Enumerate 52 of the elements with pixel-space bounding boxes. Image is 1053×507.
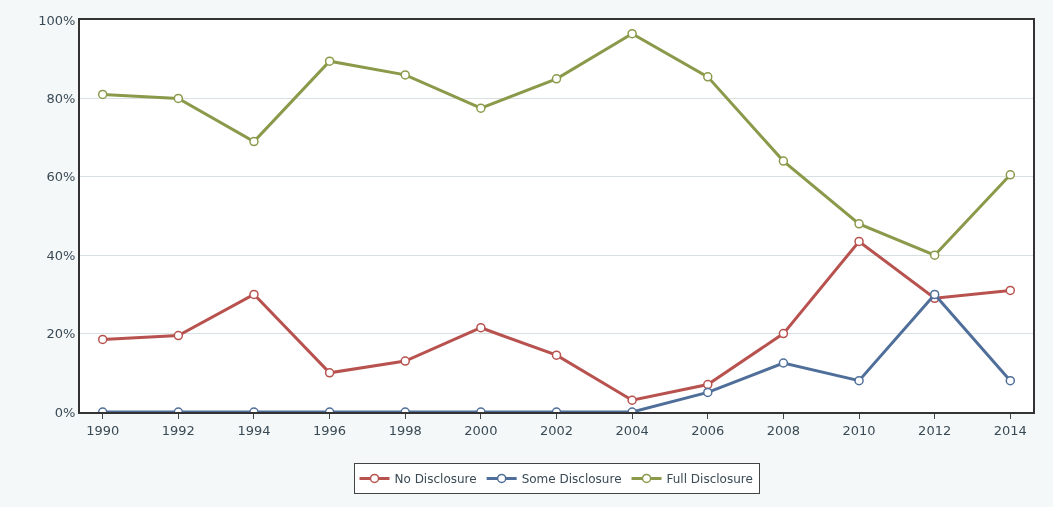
point [400, 70, 410, 80]
y-tick-label: 40% [46, 247, 76, 263]
point [97, 89, 108, 100]
point [854, 219, 864, 229]
point [1005, 375, 1016, 386]
point [173, 330, 184, 341]
y-tick-label: 20% [46, 326, 76, 342]
y-tick-label: 60% [46, 169, 76, 185]
point [854, 236, 864, 247]
point [627, 395, 637, 405]
x-tick-label: 1990 [86, 422, 120, 438]
x-tick-label: 2000 [464, 422, 498, 438]
point [1005, 170, 1016, 180]
point [778, 358, 789, 368]
legend-label: Full Disclosure [666, 472, 753, 487]
x-tick-label: 2006 [691, 422, 725, 438]
point [778, 328, 789, 339]
point [854, 375, 864, 386]
x-tick-label: 2014 [993, 422, 1027, 438]
point [551, 74, 562, 84]
point [703, 72, 713, 82]
x-tick-label: 2002 [539, 422, 574, 438]
point [929, 289, 940, 300]
y-tick-label: 80% [46, 90, 76, 106]
point [400, 356, 410, 366]
point [324, 56, 335, 66]
point [476, 322, 486, 333]
y-tick-label: 100% [38, 12, 76, 28]
x-tick-label: 2004 [615, 422, 649, 438]
x-tick-label: 1998 [388, 422, 422, 438]
x-tick-label: 1996 [313, 422, 347, 438]
point [97, 334, 108, 345]
point [324, 368, 335, 378]
point [551, 350, 562, 360]
point [778, 156, 789, 166]
legend-label: No Disclosure [394, 472, 477, 487]
point [627, 28, 637, 39]
y-tick-label: 0% [54, 404, 76, 420]
point [929, 250, 940, 260]
point [703, 387, 713, 398]
x-tick-label: 1994 [237, 422, 271, 438]
x-tick-label: 2008 [766, 422, 800, 438]
x-tick-label: 2012 [918, 422, 952, 438]
point [249, 289, 259, 300]
point [249, 136, 259, 147]
point [476, 103, 486, 113]
point [173, 93, 184, 104]
x-tick-label: 1992 [161, 422, 195, 438]
legend-label: Some Disclosure [521, 472, 622, 487]
point [1005, 285, 1016, 296]
x-tick-label: 2010 [842, 422, 876, 438]
point [703, 379, 713, 390]
